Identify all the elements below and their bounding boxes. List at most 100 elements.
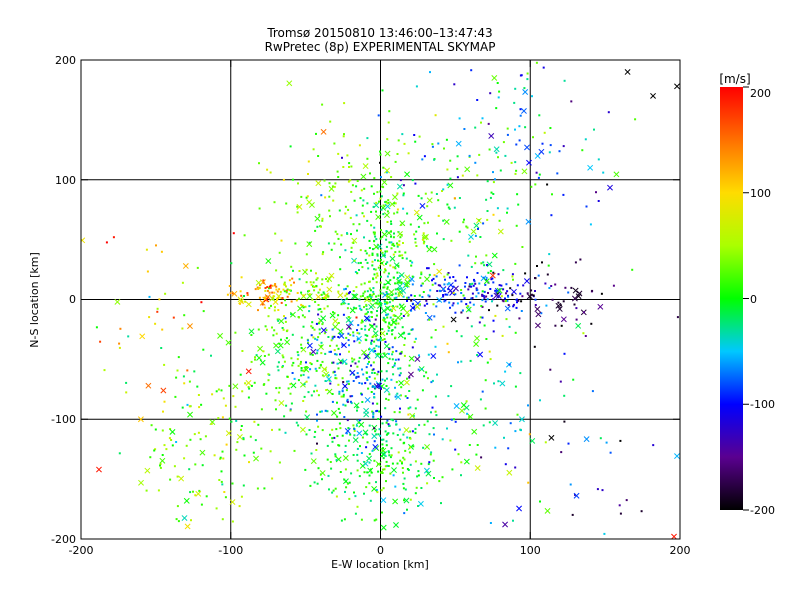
data-point-dot bbox=[482, 424, 485, 427]
data-point-dot bbox=[412, 414, 415, 417]
data-point-dot bbox=[388, 322, 391, 325]
data-point-dot bbox=[236, 441, 239, 444]
data-point-dot bbox=[392, 236, 395, 239]
data-point-dot bbox=[429, 246, 432, 249]
data-point-dot bbox=[571, 513, 574, 516]
data-point-dot bbox=[390, 310, 393, 313]
data-point-dot bbox=[271, 477, 274, 480]
data-point-dot bbox=[337, 347, 340, 350]
data-point-dot bbox=[385, 397, 388, 400]
data-point-dot bbox=[439, 284, 442, 287]
data-point-dot bbox=[523, 87, 526, 90]
data-point-dot bbox=[369, 299, 372, 302]
data-point-dot bbox=[316, 225, 319, 228]
data-point-dot bbox=[428, 273, 431, 276]
data-point-dot bbox=[291, 333, 294, 336]
data-point-dot bbox=[374, 350, 377, 353]
data-point-dot bbox=[460, 311, 463, 314]
data-point-cross bbox=[362, 460, 369, 467]
data-point-dot bbox=[619, 512, 622, 515]
data-point-dot bbox=[396, 208, 399, 211]
data-point-dot bbox=[422, 232, 425, 235]
data-point-dot bbox=[258, 207, 261, 210]
data-point-dot bbox=[403, 344, 406, 346]
data-point-dot bbox=[407, 469, 410, 471]
data-point-dot bbox=[277, 391, 280, 394]
data-point-dot bbox=[335, 344, 338, 347]
data-point-dot bbox=[241, 350, 244, 352]
data-point-dot bbox=[317, 425, 320, 428]
data-point-dot bbox=[415, 245, 418, 247]
data-point-dot bbox=[512, 303, 515, 306]
data-point-dot bbox=[506, 127, 509, 130]
data-point-dot bbox=[388, 425, 391, 427]
data-point-dot bbox=[320, 344, 323, 347]
data-point-dot bbox=[355, 424, 358, 427]
data-point-dot bbox=[499, 169, 502, 172]
data-point-dot bbox=[467, 254, 470, 257]
data-point-dot bbox=[380, 195, 383, 198]
data-point-dot bbox=[378, 302, 381, 305]
data-point-cross bbox=[488, 133, 495, 139]
data-point-dot bbox=[196, 385, 199, 388]
data-point-dot bbox=[526, 72, 529, 75]
data-point-dot bbox=[519, 292, 522, 295]
data-point-cross bbox=[217, 332, 224, 339]
data-point-cross bbox=[526, 159, 532, 166]
data-point-dot bbox=[373, 323, 376, 326]
data-point-dot bbox=[234, 331, 237, 334]
data-point-dot bbox=[394, 288, 397, 291]
data-point-dot bbox=[379, 434, 382, 437]
data-point-dot bbox=[346, 307, 349, 310]
data-point-dot bbox=[420, 487, 423, 489]
data-point-dot bbox=[429, 453, 432, 456]
data-point-dot bbox=[392, 266, 395, 269]
data-point-dot bbox=[350, 472, 353, 475]
data-point-dot bbox=[465, 303, 468, 306]
y-tick-label: 100 bbox=[55, 174, 76, 187]
x-tick-labels: -200 -100 0 100 200 bbox=[69, 544, 691, 557]
data-point-dot bbox=[484, 300, 487, 303]
data-point-dot bbox=[537, 176, 540, 179]
data-point-dot bbox=[557, 301, 560, 304]
data-point-dot bbox=[366, 157, 369, 160]
data-point-dot bbox=[356, 447, 359, 450]
data-point-dot bbox=[320, 194, 323, 197]
data-point-dot bbox=[352, 242, 355, 244]
data-point-dot bbox=[492, 319, 495, 322]
data-point-cross bbox=[363, 407, 370, 414]
data-point-cross bbox=[238, 298, 245, 305]
data-point-dot bbox=[316, 413, 318, 416]
data-point-dot bbox=[308, 289, 311, 292]
data-point-dot bbox=[372, 248, 374, 251]
data-point-dot bbox=[347, 380, 350, 383]
data-point-dot bbox=[368, 482, 371, 485]
data-point-dot bbox=[334, 455, 337, 458]
data-point-dot bbox=[373, 440, 376, 443]
data-point-dot bbox=[406, 508, 408, 511]
data-point-dot bbox=[382, 438, 385, 441]
data-point-dot bbox=[347, 208, 350, 211]
data-point-dot bbox=[292, 269, 294, 272]
data-point-dot bbox=[534, 298, 537, 301]
data-point-dot bbox=[314, 300, 317, 303]
data-point-cross bbox=[458, 407, 465, 414]
data-point-dot bbox=[392, 305, 394, 308]
data-point-dot bbox=[435, 414, 438, 417]
data-point-dot bbox=[343, 518, 346, 521]
data-point-cross bbox=[674, 453, 680, 460]
data-point-dot bbox=[200, 403, 203, 406]
data-point-dot bbox=[369, 382, 372, 385]
data-point-dot bbox=[350, 364, 352, 367]
data-point-dot bbox=[384, 269, 387, 272]
data-point-dot bbox=[368, 295, 371, 298]
data-point-dot bbox=[277, 309, 280, 311]
data-point-dot bbox=[521, 246, 524, 248]
data-point-dot bbox=[384, 340, 387, 343]
data-point-dot bbox=[226, 293, 229, 296]
data-point-dot bbox=[476, 174, 479, 177]
data-point-dot bbox=[541, 261, 543, 264]
data-point-dot bbox=[337, 314, 340, 317]
axis-ticks bbox=[80, 59, 681, 540]
